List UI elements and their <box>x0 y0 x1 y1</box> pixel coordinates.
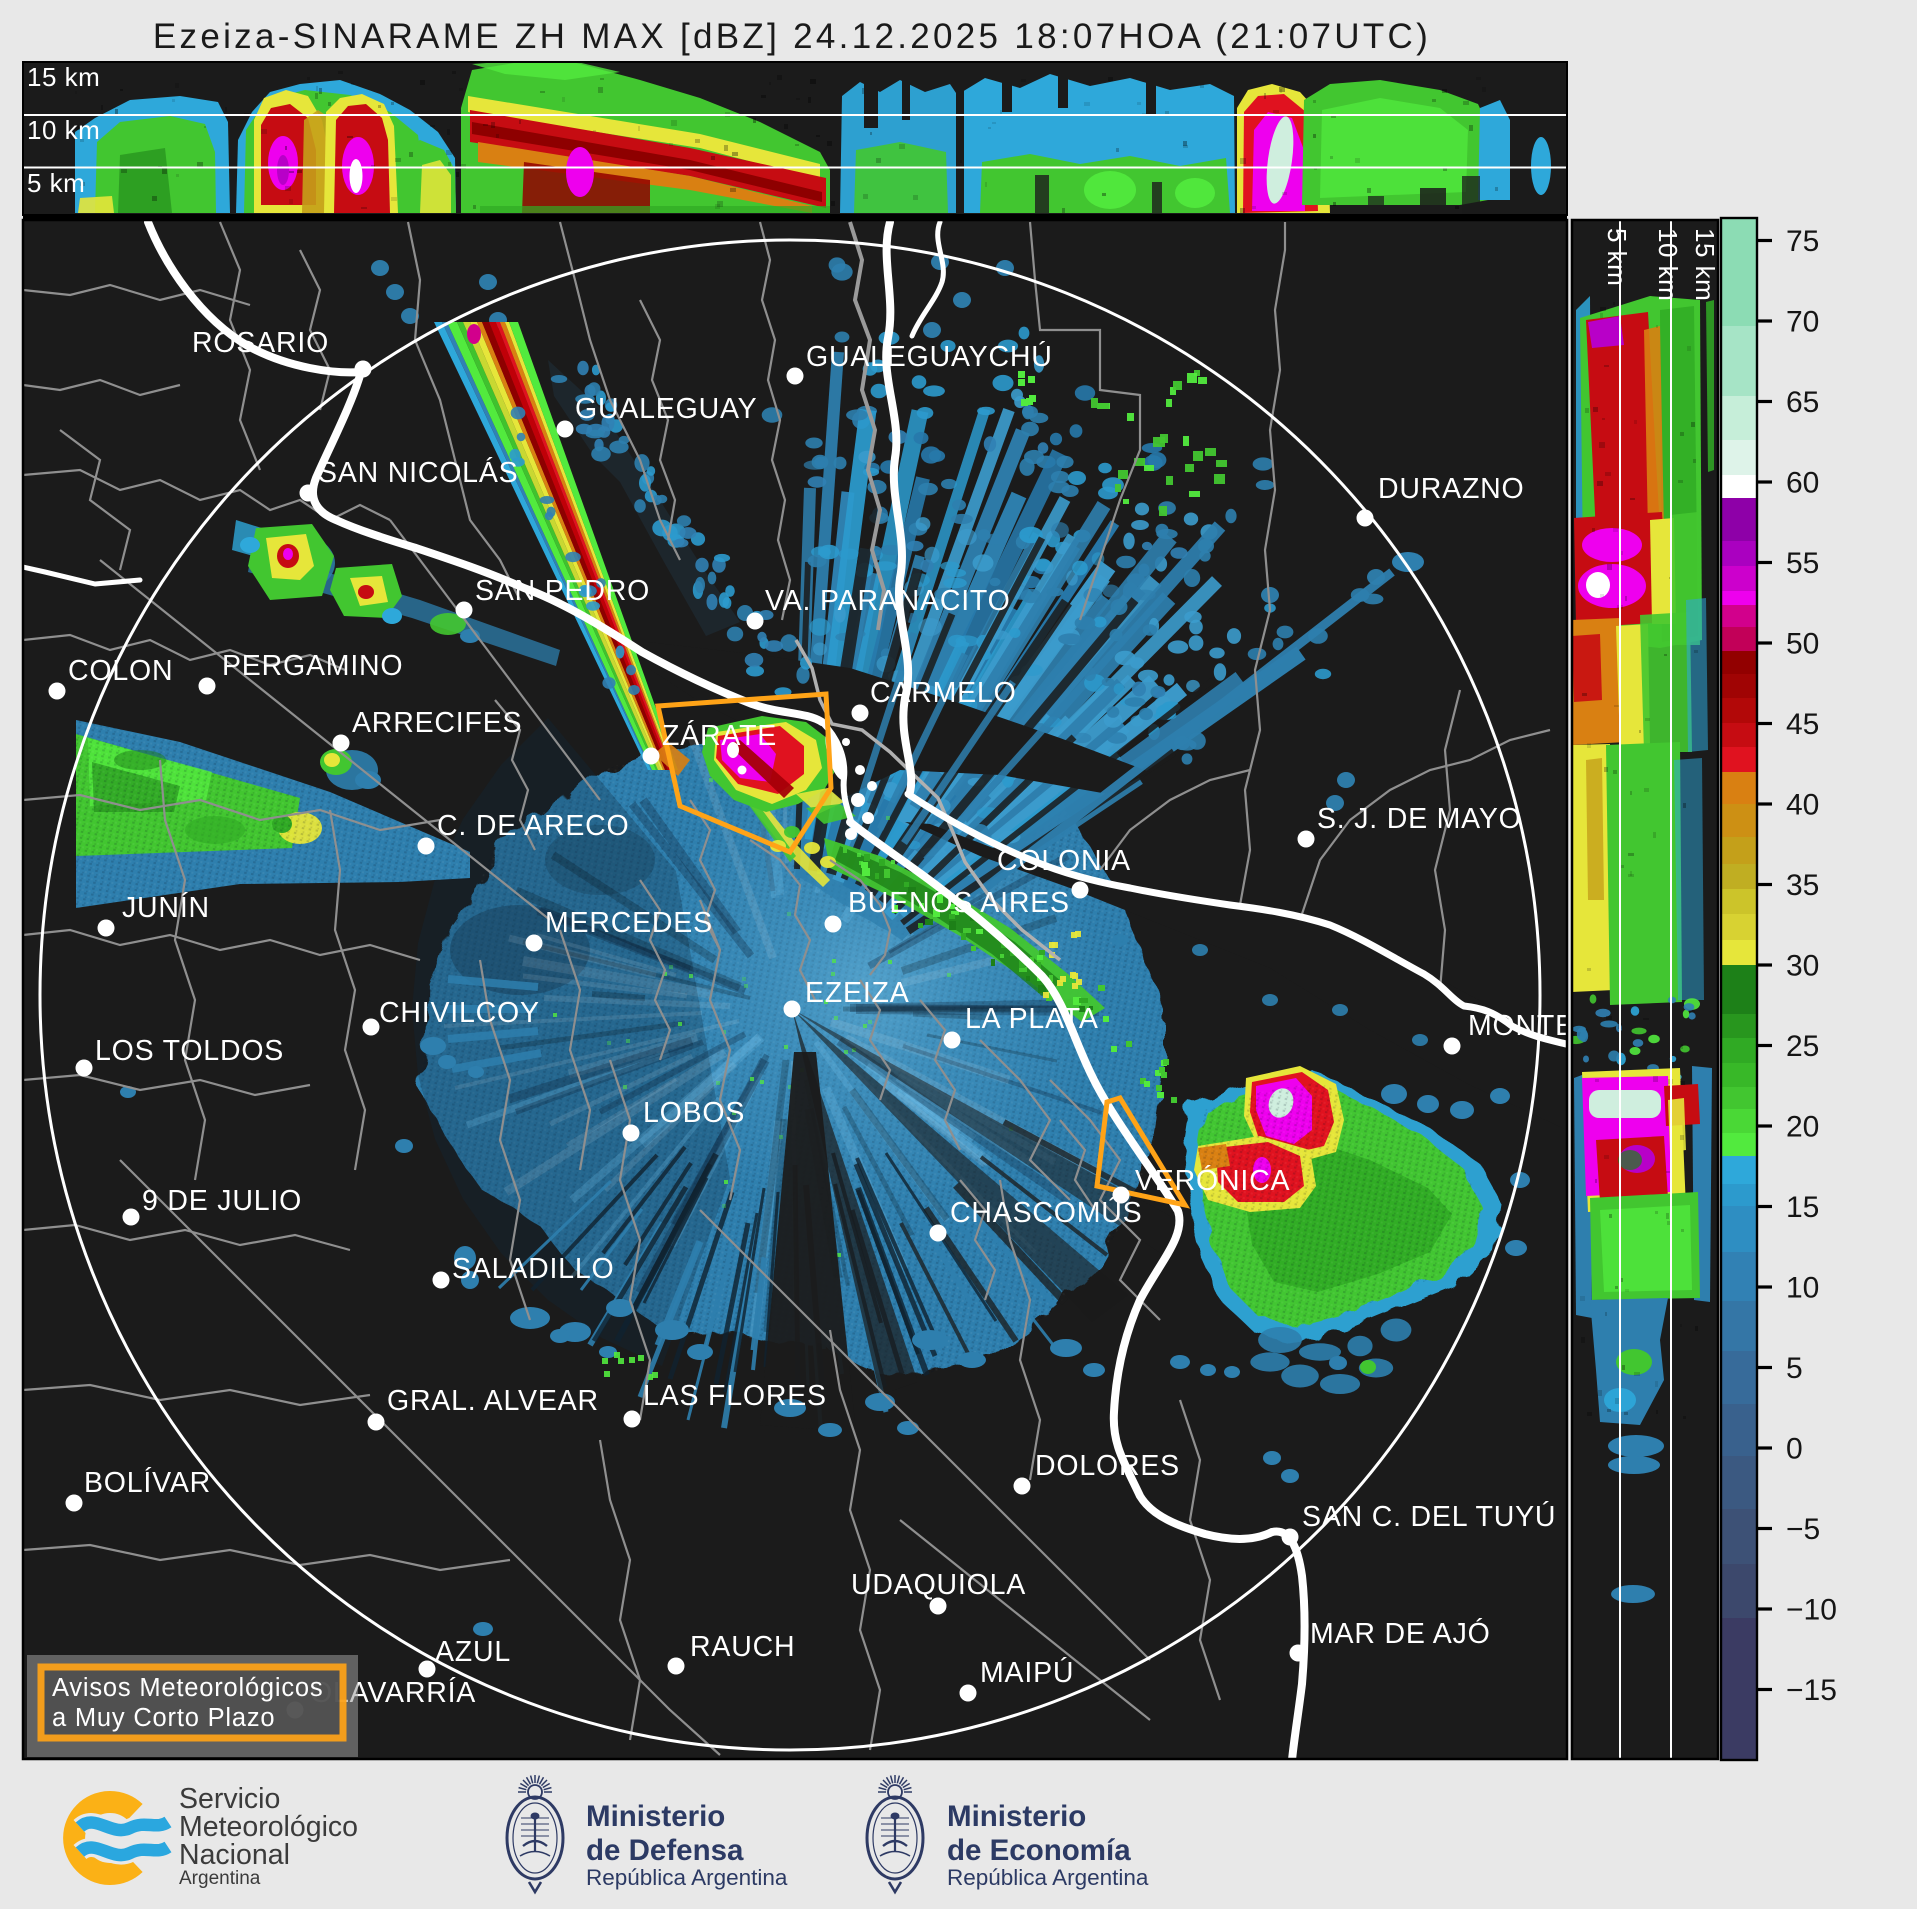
svg-text:GRAL. ALVEAR: GRAL. ALVEAR <box>387 1385 599 1417</box>
svg-text:−5: −5 <box>1786 1513 1820 1546</box>
svg-text:35: 35 <box>1786 869 1819 902</box>
svg-text:10 km: 10 km <box>1653 228 1683 301</box>
svg-text:5 km: 5 km <box>27 168 85 198</box>
svg-text:DOLORES: DOLORES <box>1035 1450 1180 1482</box>
svg-text:Ezeiza-SINARAME ZH MAX [dBZ] 2: Ezeiza-SINARAME ZH MAX [dBZ] 24.12.2025 … <box>153 17 1431 56</box>
svg-text:República Argentina: República Argentina <box>586 1865 788 1890</box>
svg-text:50: 50 <box>1786 628 1819 661</box>
svg-text:JUNÍN: JUNÍN <box>122 892 210 924</box>
svg-text:RAUCH: RAUCH <box>690 1631 795 1663</box>
svg-text:UDAQUIOLA: UDAQUIOLA <box>851 1569 1026 1601</box>
svg-text:Nacional: Nacional <box>179 1839 290 1871</box>
svg-text:VA. PARANACITO: VA. PARANACITO <box>765 585 1011 617</box>
svg-text:65: 65 <box>1786 386 1819 419</box>
svg-text:SALADILLO: SALADILLO <box>452 1253 614 1285</box>
svg-text:GUALEGUAYCHÚ: GUALEGUAYCHÚ <box>806 341 1053 373</box>
svg-text:LOS TOLDOS: LOS TOLDOS <box>95 1035 284 1067</box>
svg-text:BUENOS AIRES: BUENOS AIRES <box>848 887 1070 919</box>
svg-text:9 DE JULIO: 9 DE JULIO <box>142 1185 302 1217</box>
svg-text:ROSARIO: ROSARIO <box>192 327 329 359</box>
svg-text:MERCEDES: MERCEDES <box>545 907 713 939</box>
svg-text:60: 60 <box>1786 467 1819 500</box>
svg-text:LAS FLORES: LAS FLORES <box>643 1380 827 1412</box>
svg-text:15: 15 <box>1786 1191 1819 1224</box>
svg-text:75: 75 <box>1786 225 1819 258</box>
svg-text:DURAZNO: DURAZNO <box>1378 473 1525 505</box>
svg-text:AZUL: AZUL <box>435 1636 511 1668</box>
svg-text:a Muy Corto Plazo: a Muy Corto Plazo <box>52 1704 275 1732</box>
svg-text:CHASCOMÚS: CHASCOMÚS <box>950 1197 1142 1229</box>
svg-text:GUALEGUAY: GUALEGUAY <box>575 393 757 425</box>
svg-text:SAN C. DEL TUYÚ: SAN C. DEL TUYÚ <box>1302 1501 1556 1533</box>
svg-text:10 km: 10 km <box>27 115 100 145</box>
svg-text:30: 30 <box>1786 950 1819 983</box>
svg-text:MAR DE AJÓ: MAR DE AJÓ <box>1310 1618 1491 1650</box>
svg-text:República Argentina: República Argentina <box>947 1865 1149 1890</box>
svg-text:MONTEV: MONTEV <box>1468 1010 1595 1042</box>
svg-text:VERÓNICA: VERÓNICA <box>1135 1165 1290 1197</box>
svg-text:de Economía: de Economía <box>947 1834 1131 1867</box>
svg-text:40: 40 <box>1786 789 1819 822</box>
svg-text:C. DE ARECO: C. DE ARECO <box>437 810 630 842</box>
svg-text:5 km: 5 km <box>1602 228 1632 286</box>
svg-text:ZÁRATE: ZÁRATE <box>662 720 777 752</box>
svg-text:Avisos Meteorológicos: Avisos Meteorológicos <box>52 1674 323 1702</box>
svg-text:15 km: 15 km <box>1690 228 1720 301</box>
svg-text:Servicio: Servicio <box>179 1783 280 1815</box>
svg-text:LOBOS: LOBOS <box>643 1097 745 1129</box>
svg-text:de Defensa: de Defensa <box>586 1834 744 1867</box>
svg-text:−15: −15 <box>1786 1674 1837 1707</box>
svg-text:COLON: COLON <box>68 655 173 687</box>
svg-text:BOLÍVAR: BOLÍVAR <box>84 1467 211 1499</box>
svg-text:ARRECIFES: ARRECIFES <box>352 707 522 739</box>
svg-text:0: 0 <box>1786 1433 1803 1466</box>
svg-text:LA PLATA: LA PLATA <box>965 1003 1099 1035</box>
svg-text:20: 20 <box>1786 1111 1819 1144</box>
svg-text:EZEIZA: EZEIZA <box>805 977 910 1009</box>
svg-text:Argentina: Argentina <box>179 1868 261 1889</box>
svg-text:COLONIA: COLONIA <box>997 845 1131 877</box>
svg-text:Ministerio: Ministerio <box>586 1800 725 1833</box>
svg-text:10: 10 <box>1786 1272 1819 1305</box>
svg-text:SAN NICOLÁS: SAN NICOLÁS <box>318 457 518 489</box>
svg-text:15 km: 15 km <box>27 62 100 92</box>
svg-text:S. J. DE MAYO: S. J. DE MAYO <box>1317 803 1522 835</box>
svg-text:55: 55 <box>1786 547 1819 580</box>
svg-text:25: 25 <box>1786 1030 1819 1063</box>
svg-text:CARMELO: CARMELO <box>870 677 1017 709</box>
svg-text:PERGAMINO: PERGAMINO <box>222 650 403 682</box>
svg-text:MAIPÚ: MAIPÚ <box>980 1657 1074 1689</box>
svg-text:45: 45 <box>1786 708 1819 741</box>
svg-text:CHIVILCOY: CHIVILCOY <box>379 997 540 1029</box>
svg-text:70: 70 <box>1786 306 1819 339</box>
svg-text:SAN PEDRO: SAN PEDRO <box>475 575 650 607</box>
svg-text:Meteorológico: Meteorológico <box>179 1811 358 1843</box>
svg-text:5: 5 <box>1786 1352 1803 1385</box>
svg-text:−10: −10 <box>1786 1594 1837 1627</box>
svg-text:Ministerio: Ministerio <box>947 1800 1086 1833</box>
